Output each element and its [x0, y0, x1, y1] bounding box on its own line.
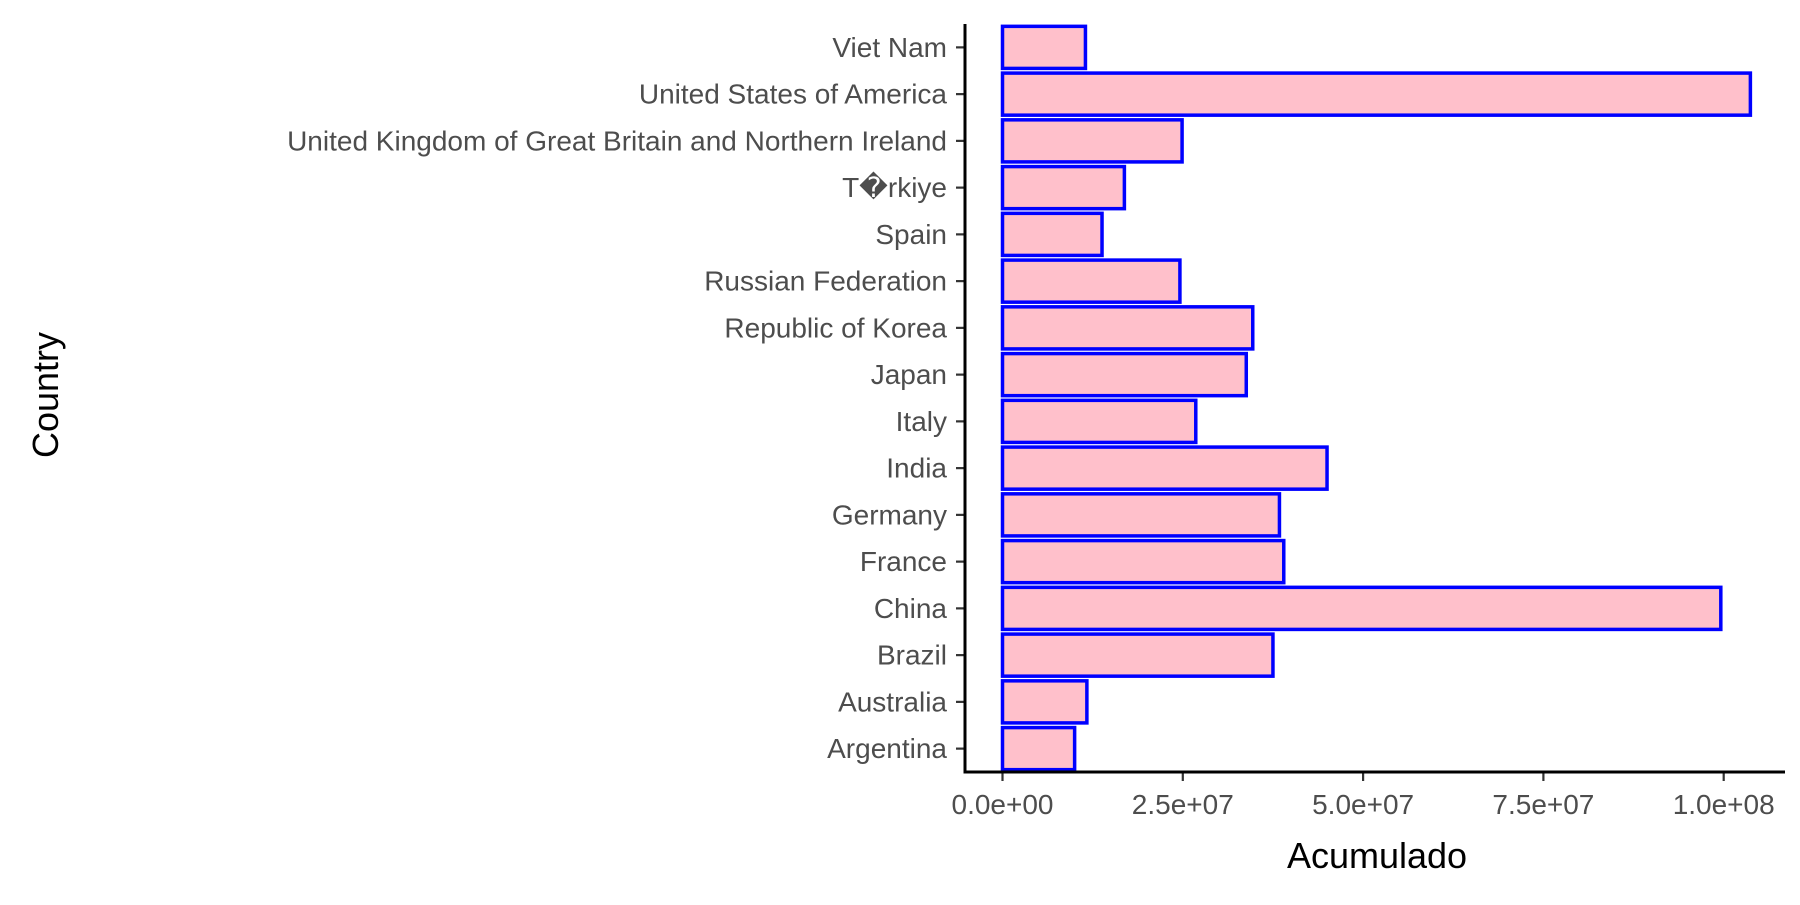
y-tick-label: T�rkiye	[842, 171, 947, 203]
x-tick-label: 5.0e+07	[1312, 789, 1414, 820]
y-tick-label: Japan	[871, 359, 947, 390]
y-tick-label: Russian Federation	[704, 266, 947, 297]
y-tick-label: Australia	[838, 686, 947, 717]
bar	[1000, 351, 1249, 398]
y-tick-label: Argentina	[827, 733, 947, 764]
y-axis: Argentina Australia Brazil China France Germa…	[287, 24, 967, 772]
x-tick-label: 7.5e+07	[1492, 789, 1594, 820]
bar	[1000, 71, 1753, 117]
y-tick-label: Republic of Korea	[724, 312, 947, 343]
bar	[1000, 118, 1184, 164]
y-axis-title: Country	[25, 332, 66, 458]
bar	[1000, 211, 1104, 258]
x-tick-label: 0.0e+00	[952, 789, 1054, 820]
bar	[1000, 492, 1282, 538]
bar	[1000, 585, 1723, 632]
bar	[1000, 538, 1286, 585]
bar	[1000, 164, 1127, 211]
bar	[1000, 445, 1329, 491]
y-tick-label: Viet Nam	[832, 32, 947, 63]
y-tick-label: United States of America	[639, 79, 948, 110]
x-tick-label: 1.0e+08	[1673, 789, 1775, 820]
y-tick-label: China	[874, 593, 948, 624]
x-axis: 0.0e+00 2.5e+07 5.0e+07 7.5e+07 1.0e+08	[952, 770, 1785, 820]
bar	[1000, 679, 1089, 725]
x-axis-title: Acumulado	[1287, 835, 1467, 876]
x-tick-label: 2.5e+07	[1132, 789, 1234, 820]
bar	[1000, 305, 1255, 351]
bar	[1000, 398, 1198, 445]
bar	[1000, 725, 1077, 772]
y-tick-label: Germany	[832, 499, 947, 530]
y-tick-label: Italy	[896, 406, 947, 437]
y-tick-label: United Kingdom of Great Britain and Nort…	[287, 125, 947, 156]
bar	[1000, 258, 1182, 304]
y-tick-label: France	[860, 546, 947, 577]
bar	[1000, 24, 1088, 71]
bar	[1000, 632, 1275, 678]
bars-group	[1000, 24, 1753, 772]
y-tick-label: Spain	[875, 219, 947, 250]
y-tick-label: Brazil	[877, 640, 947, 671]
y-tick-label: India	[886, 453, 947, 484]
